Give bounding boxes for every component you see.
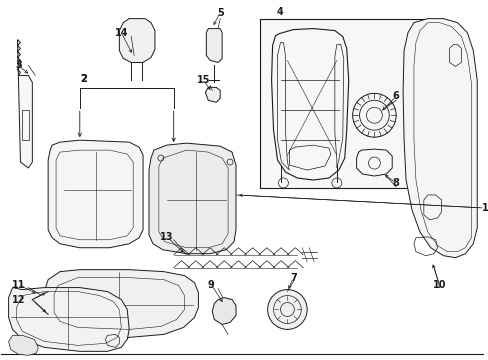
Polygon shape (212, 298, 236, 324)
Text: 8: 8 (392, 178, 399, 188)
Text: 13: 13 (160, 232, 173, 242)
Text: 6: 6 (392, 91, 399, 101)
Polygon shape (205, 87, 220, 102)
Polygon shape (9, 336, 38, 355)
Bar (22, 110, 29, 140)
Text: 3: 3 (15, 60, 22, 71)
Polygon shape (9, 288, 129, 351)
Text: 4: 4 (276, 6, 282, 17)
Text: 12: 12 (12, 294, 25, 305)
Polygon shape (48, 140, 143, 248)
Text: 2: 2 (80, 75, 87, 84)
Text: 11: 11 (12, 280, 25, 289)
Text: 1: 1 (481, 203, 488, 213)
Text: 7: 7 (289, 273, 296, 283)
Text: 5: 5 (216, 8, 223, 18)
Polygon shape (44, 270, 198, 337)
Text: 2: 2 (80, 75, 87, 84)
Text: 9: 9 (207, 280, 214, 289)
Polygon shape (119, 19, 155, 62)
Bar (259, 19, 432, 188)
Polygon shape (18, 40, 32, 168)
Text: 14: 14 (114, 28, 128, 37)
Circle shape (267, 289, 306, 329)
Polygon shape (206, 28, 222, 62)
Text: 10: 10 (432, 280, 446, 289)
Polygon shape (149, 143, 236, 254)
Polygon shape (402, 19, 476, 258)
Text: 15: 15 (196, 75, 210, 85)
